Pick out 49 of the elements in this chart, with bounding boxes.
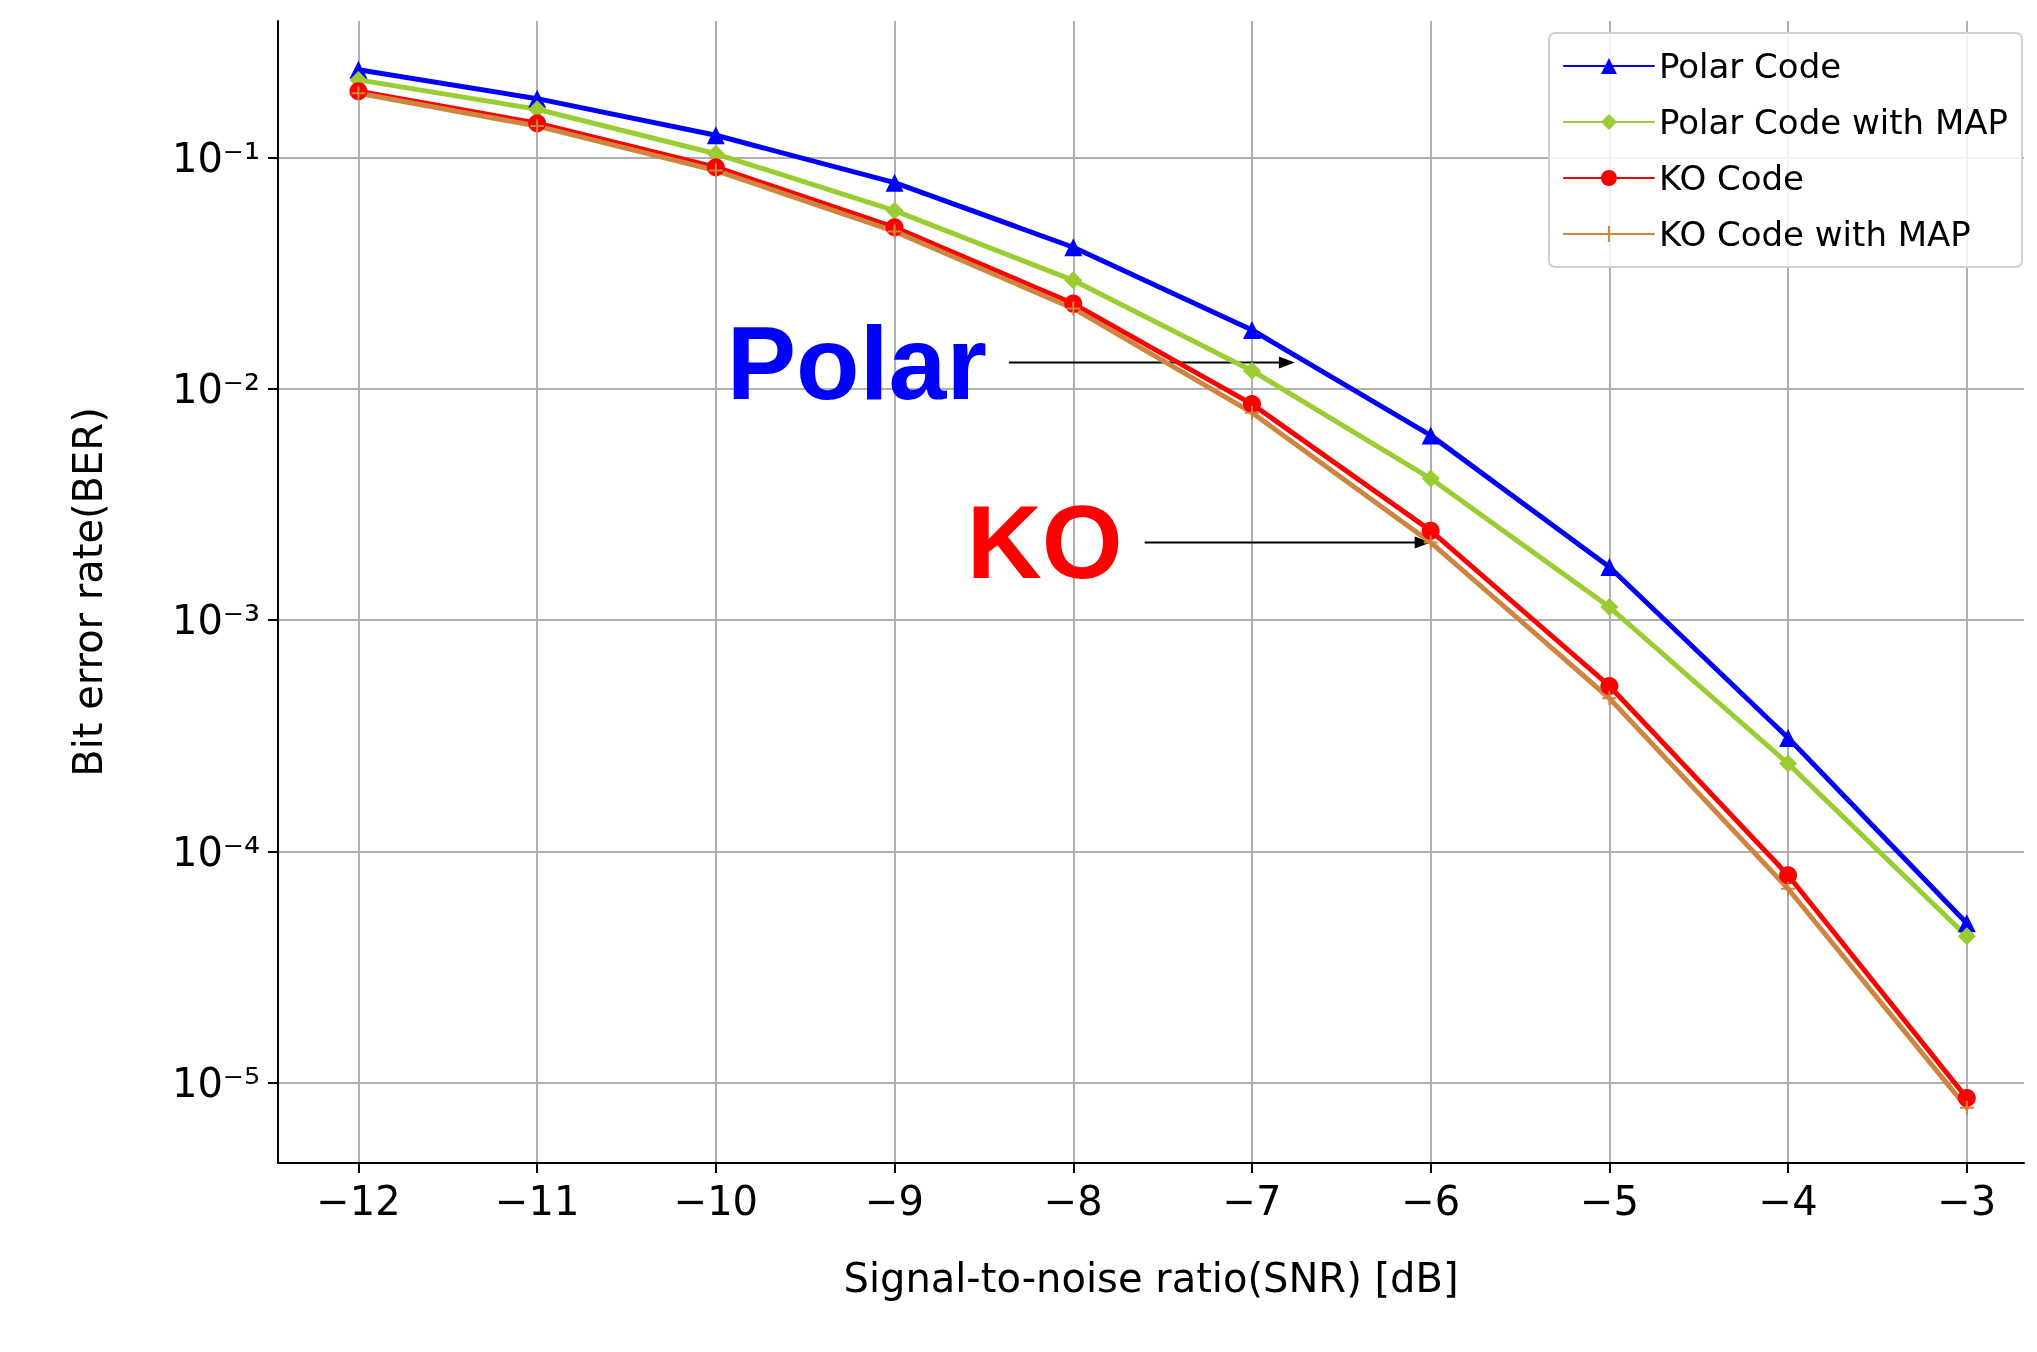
point xyxy=(886,223,903,240)
x-tick-label: −3 xyxy=(1937,1178,1997,1224)
point xyxy=(1421,426,1440,445)
annotation: KO xyxy=(966,484,1123,601)
x-tick-label: −12 xyxy=(316,1178,401,1224)
point xyxy=(1065,300,1082,317)
y-tick-label: 10⁻³ xyxy=(171,597,260,644)
point xyxy=(1958,1099,1975,1116)
legend-label: Polar Code with MAP xyxy=(1658,102,2009,142)
point xyxy=(1242,395,1261,414)
point xyxy=(1421,521,1440,540)
point xyxy=(1780,880,1797,897)
point xyxy=(1779,866,1798,885)
point xyxy=(707,162,724,179)
y-tick-label: 10⁻⁴ xyxy=(171,828,260,875)
x-tick-label: −4 xyxy=(1758,1178,1818,1224)
y-axis-title: Bit error rate(BER) xyxy=(65,407,111,777)
point xyxy=(706,126,725,145)
legend-label: KO Code with MAP xyxy=(1658,214,1971,254)
point xyxy=(1957,927,1976,946)
point xyxy=(1600,676,1619,695)
point xyxy=(1601,690,1618,707)
point xyxy=(1421,469,1440,488)
x-tick-label: −5 xyxy=(1579,1178,1639,1224)
point xyxy=(1600,598,1619,617)
y-tick-label: 10⁻² xyxy=(171,365,260,412)
x-tick-label: −11 xyxy=(494,1178,580,1224)
x-tick-label: −10 xyxy=(673,1178,759,1224)
legend-label: KO Code xyxy=(1658,158,1805,198)
point xyxy=(1064,238,1083,257)
point xyxy=(1242,361,1261,380)
legend-label: Polar Code xyxy=(1658,46,1842,86)
point xyxy=(1957,1088,1976,1107)
point xyxy=(1422,534,1439,551)
point xyxy=(885,201,904,220)
point xyxy=(1779,754,1798,773)
x-tick-label: −7 xyxy=(1222,1178,1282,1224)
x-tick-label: −8 xyxy=(1043,1178,1103,1224)
point xyxy=(1064,271,1083,290)
point xyxy=(1242,320,1261,339)
annotation: Polar xyxy=(726,304,987,421)
point xyxy=(885,173,904,192)
x-tick-label: −9 xyxy=(865,1178,925,1224)
point xyxy=(529,118,546,135)
y-tick-label: 10⁻⁵ xyxy=(171,1059,260,1106)
x-tick-label: −6 xyxy=(1401,1178,1461,1224)
x-axis-title: Signal-to-noise ratio(SNR) [dB] xyxy=(843,1255,1459,1301)
point xyxy=(1243,404,1260,421)
y-tick-label: 10⁻¹ xyxy=(171,134,260,181)
